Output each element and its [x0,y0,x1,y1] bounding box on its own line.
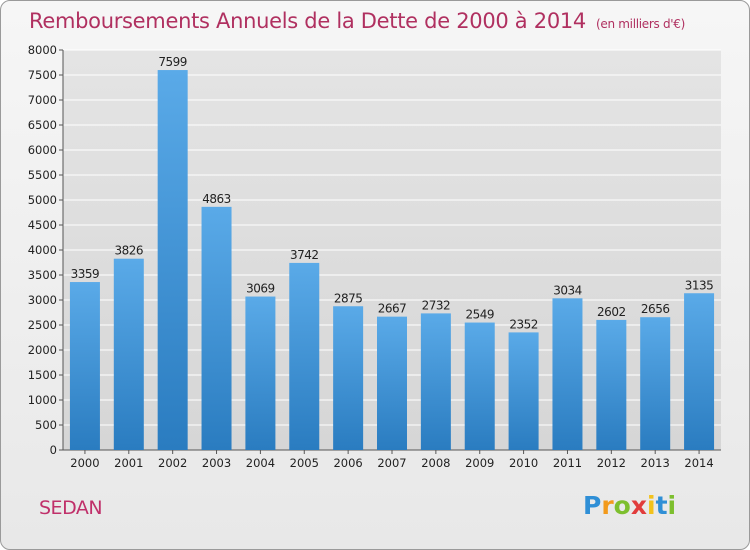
bar [552,298,583,450]
data-label: 2667 [378,302,407,316]
bar [113,258,144,450]
logo-letter: t [655,491,668,520]
proxiti-logo: Proxiti [583,491,676,520]
x-tick-label: 2010 [509,456,538,470]
y-tick-label: 2000 [28,343,57,357]
bar [289,262,320,450]
logo-letter: P [583,491,602,520]
y-tick-label: 6500 [28,118,57,132]
y-tick-label: 7500 [28,68,57,82]
y-tick-label: 4500 [28,218,57,232]
chart-title-text: Remboursements Annuels de la Dette de 20… [29,9,586,33]
logo-letter: i [647,491,656,520]
y-tick-label: 2500 [28,318,57,332]
x-tick-label: 2005 [290,456,319,470]
data-label: 2602 [597,305,626,319]
bar [377,316,407,450]
x-tick-label: 2011 [553,456,582,470]
data-label: 3826 [115,244,144,258]
bar [333,306,364,450]
logo-letter: i [667,491,677,520]
bar [684,293,715,450]
data-label: 2875 [334,291,363,305]
x-tick-label: 2006 [333,456,362,470]
x-tick-label: 2000 [70,456,99,470]
y-tick-label: 4000 [28,243,57,257]
data-label: 3359 [71,267,100,281]
bar [508,332,539,450]
x-tick-label: 2004 [246,456,275,470]
y-tick-label: 6000 [28,143,57,157]
x-tick-label: 2001 [114,456,143,470]
bar [69,282,100,450]
data-label: 2732 [422,298,451,312]
data-label: 3069 [246,282,275,296]
data-label: 7599 [158,55,187,69]
y-tick-label: 5000 [28,193,57,207]
data-label: 2549 [465,308,494,322]
bar [596,319,627,450]
data-label: 3034 [553,283,582,297]
data-label: 4863 [202,192,231,206]
y-tick-label: 1500 [28,368,57,382]
x-tick-label: 2002 [158,456,187,470]
data-label: 3742 [290,248,319,262]
x-tick-label: 2007 [377,456,406,470]
y-tick-label: 0 [50,443,57,457]
chart-title: Remboursements Annuels de la Dette de 20… [29,9,685,33]
bar [245,296,276,450]
y-tick-label: 5500 [28,168,57,182]
x-tick-label: 2012 [597,456,626,470]
y-tick-label: 8000 [28,43,57,57]
bar [640,317,671,450]
y-tick-label: 500 [35,418,57,432]
y-tick-label: 3500 [28,268,57,282]
bar [464,322,495,450]
x-tick-label: 2003 [202,456,231,470]
x-tick-label: 2008 [421,456,450,470]
logo-letter: o [613,491,631,520]
logo-letter: x [630,491,647,520]
commune-name: SEDAN [39,497,103,519]
y-tick-label: 1000 [28,393,57,407]
bar [201,206,232,450]
bar [420,313,451,450]
data-label: 3135 [685,278,714,292]
x-tick-label: 2014 [684,456,713,470]
logo-letter: r [601,491,614,520]
y-tick-label: 7000 [28,93,57,107]
data-label: 2352 [509,317,538,331]
chart-unit-text: (en milliers d'€) [596,17,686,31]
y-tick-label: 3000 [28,293,57,307]
x-tick-label: 2009 [465,456,494,470]
x-tick-label: 2013 [641,456,670,470]
bar [157,70,188,451]
data-label: 2656 [641,302,670,316]
